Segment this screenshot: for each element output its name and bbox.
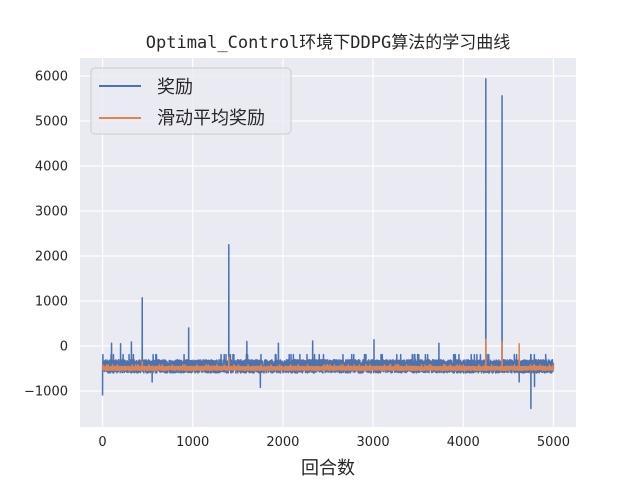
x-tick-label: 0: [98, 435, 106, 450]
y-tick-label: 1000: [35, 295, 68, 310]
y-tick-label: 2000: [35, 250, 68, 265]
y-tick-labels: −1000 0 1000 2000 3000 4000 5000 6000: [24, 70, 68, 400]
y-tick-label: 4000: [35, 160, 68, 175]
x-axis-label: 回合数: [301, 458, 355, 479]
x-tick-label: 1000: [176, 435, 209, 450]
y-tick-label: −1000: [24, 385, 68, 400]
legend-label-moving-average: 滑动平均奖励: [157, 108, 265, 129]
legend: 奖励 滑动平均奖励: [90, 67, 292, 135]
x-tick-label: 4000: [447, 435, 480, 450]
x-tick-label: 5000: [537, 435, 570, 450]
x-tick-label: 3000: [357, 435, 390, 450]
x-tick-labels: 0 1000 2000 3000 4000 5000: [98, 435, 570, 450]
y-tick-label: 6000: [35, 70, 68, 85]
y-gridlines: [80, 75, 576, 392]
y-tick-label: 5000: [35, 115, 68, 130]
x-tick-label: 2000: [266, 435, 299, 450]
series-layer: [101, 77, 555, 410]
series-line-moving-average: [101, 338, 555, 372]
chart-title: Optimal_Control环境下DDPG算法的学习曲线: [146, 33, 510, 53]
y-tick-label: 0: [60, 340, 68, 355]
legend-label-reward: 奖励: [157, 77, 193, 98]
y-tick-label: 3000: [35, 205, 68, 220]
